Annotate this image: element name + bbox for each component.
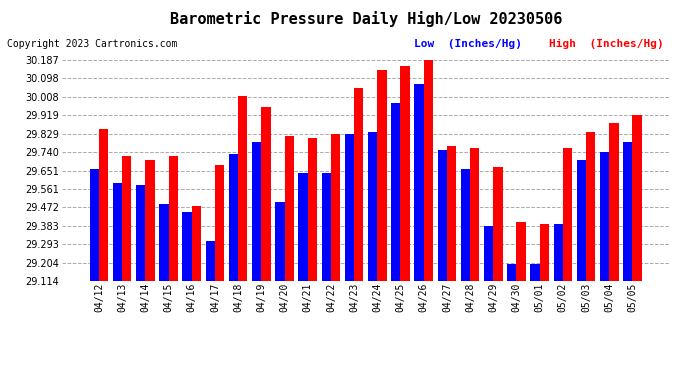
Bar [308,138,317,281]
Bar [563,148,572,281]
Bar [484,226,493,281]
Bar [299,173,308,281]
Bar [391,103,400,281]
Bar [159,204,168,281]
Bar [609,123,618,281]
Bar [623,142,633,281]
Bar [322,173,331,281]
Bar [437,150,447,281]
Bar [447,146,456,281]
Bar [345,134,354,281]
Text: Low  (Inches/Hg): Low (Inches/Hg) [414,39,522,50]
Text: High  (Inches/Hg): High (Inches/Hg) [549,39,663,50]
Text: Barometric Pressure Daily High/Low 20230506: Barometric Pressure Daily High/Low 20230… [170,11,562,27]
Bar [461,169,470,281]
Bar [531,264,540,281]
Bar [136,185,146,281]
Bar [470,148,480,281]
Bar [415,84,424,281]
Bar [192,206,201,281]
Bar [400,66,410,281]
Bar [206,241,215,281]
Bar [99,129,108,281]
Bar [275,202,284,281]
Bar [553,224,563,281]
Bar [262,107,270,281]
Bar [368,132,377,281]
Bar [507,264,516,281]
Bar [633,115,642,281]
Bar [146,160,155,281]
Bar [586,132,595,281]
Bar [540,224,549,281]
Text: Copyright 2023 Cartronics.com: Copyright 2023 Cartronics.com [7,39,177,50]
Bar [354,88,364,281]
Bar [424,59,433,281]
Bar [331,134,340,281]
Bar [168,156,178,281]
Bar [182,212,192,281]
Bar [238,96,248,281]
Bar [215,165,224,281]
Bar [577,160,586,281]
Bar [122,156,132,281]
Bar [284,136,294,281]
Bar [252,142,262,281]
Bar [600,152,609,281]
Bar [493,166,502,281]
Bar [90,169,99,281]
Bar [377,70,386,281]
Bar [229,154,238,281]
Bar [516,222,526,281]
Bar [113,183,122,281]
